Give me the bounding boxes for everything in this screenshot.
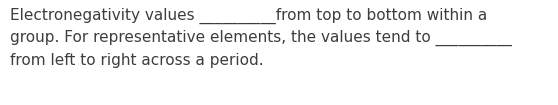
Text: Electronegativity values __________from top to bottom within a
group. For repres: Electronegativity values __________from … — [10, 7, 512, 68]
